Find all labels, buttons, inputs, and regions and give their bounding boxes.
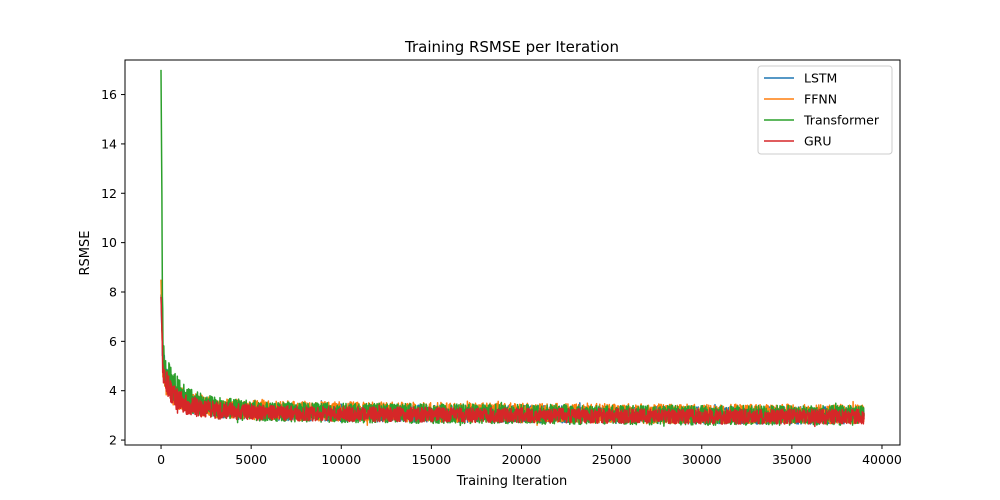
y-tick-label: 2 [109,433,117,448]
legend-label-ffnn: FFNN [804,92,837,107]
x-tick-label: 0 [157,452,165,467]
y-tick-label: 12 [101,186,117,201]
plot-area [160,69,865,428]
x-tick-label: 25000 [592,452,632,467]
series-line-gru [160,296,865,428]
x-tick-label: 5000 [235,452,267,467]
legend-label-lstm: LSTM [804,71,837,86]
legend-label-gru: GRU [804,134,832,149]
chart-title: Training RSMSE per Iteration [404,38,619,56]
y-tick-label: 14 [101,136,117,151]
axes-frame [124,59,901,446]
x-tick-label: 15000 [412,452,452,467]
x-tick-label: 40000 [862,452,902,467]
x-tick-label: 30000 [682,452,722,467]
y-tick-label: 4 [109,383,117,398]
legend-label-transformer: Transformer [803,113,880,128]
y-tick-label: 6 [109,334,117,349]
x-axis-label: Training Iteration [456,474,568,489]
y-tick-label: 8 [109,284,117,299]
y-axis-label: RSMSE [78,231,93,276]
axis-ticks: 0 5000 10000 15000 20000 25000 30000 35000 40000… [101,87,902,467]
y-tick-label: 16 [101,87,117,102]
x-tick-label: 10000 [321,452,361,467]
legend: LSTM FFNN Transformer GRU [757,65,893,155]
x-tick-label: 20000 [502,452,542,467]
legend-frame [757,65,893,155]
x-tick-label: 35000 [772,452,812,467]
y-tick-label: 10 [101,235,117,250]
